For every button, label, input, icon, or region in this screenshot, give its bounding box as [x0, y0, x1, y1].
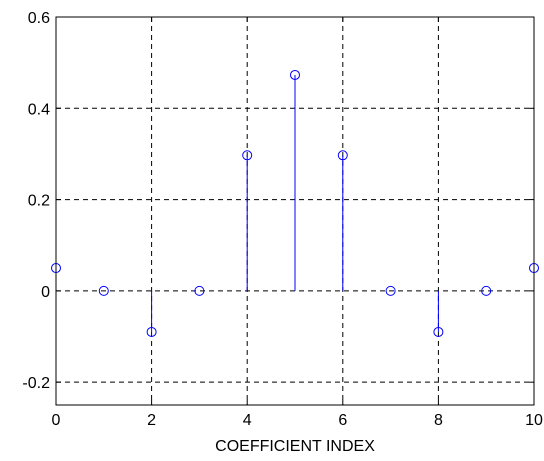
x-tick-label: 8 — [434, 412, 443, 429]
stem-marker — [433, 326, 444, 337]
y-tick-label: 0.2 — [28, 193, 50, 210]
ticks — [55, 16, 535, 405]
y-tick-label: 0 — [41, 284, 50, 301]
y-tick-label: -0.2 — [22, 375, 50, 392]
stem-marker — [194, 285, 205, 296]
stem-marker — [146, 326, 157, 337]
tick-labels: 0 2 4 6 8 10 -0.2 0 0.2 0.4 0.6 — [22, 10, 543, 429]
stem-marker — [98, 285, 109, 296]
x-tick-label: 2 — [147, 412, 156, 429]
x-tick-label: 4 — [243, 412, 252, 429]
x-tick-label: 0 — [52, 412, 61, 429]
y-tick-label: 0.6 — [28, 10, 50, 27]
x-tick-label: 10 — [525, 412, 543, 429]
stems — [51, 69, 539, 337]
plot-frame — [55, 16, 535, 406]
stem-marker — [481, 285, 492, 296]
y-tick-label: 0.4 — [28, 101, 50, 118]
stem-marker — [290, 69, 300, 80]
stem-marker — [242, 150, 253, 161]
stem-marker — [337, 150, 348, 161]
stem-marker — [385, 285, 396, 296]
x-tick-label: 6 — [338, 412, 347, 429]
x-axis-label: COEFFICIENT INDEX — [215, 438, 375, 455]
